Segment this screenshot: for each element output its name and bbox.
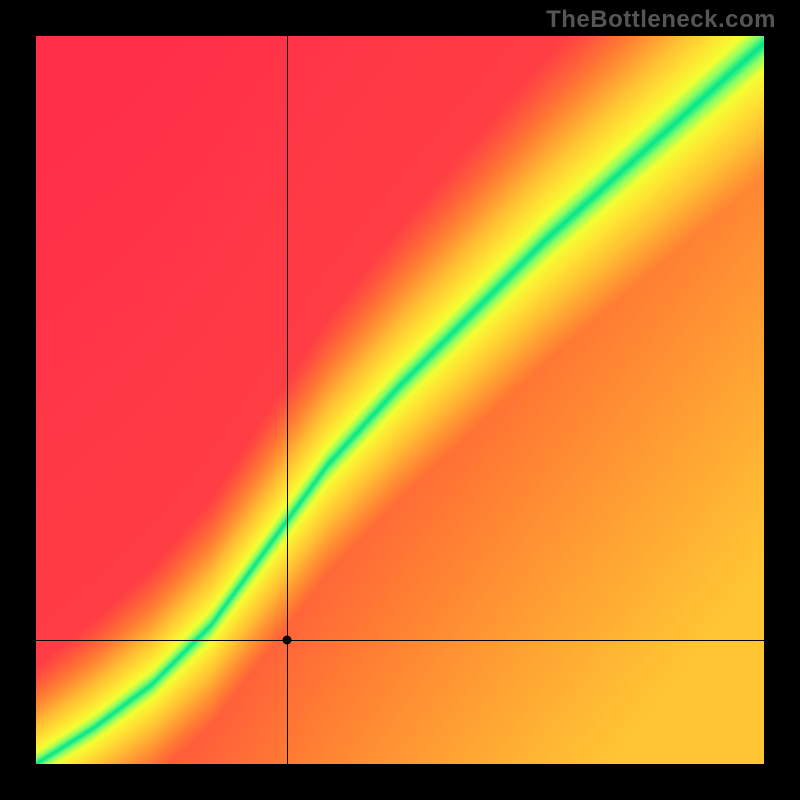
crosshair-horizontal [36, 640, 764, 641]
crosshair-vertical [287, 36, 288, 764]
bottleneck-heatmap [36, 36, 764, 764]
watermark-text: TheBottleneck.com [546, 6, 776, 34]
marker-dot [283, 636, 292, 645]
chart-frame: TheBottleneck.com [0, 0, 800, 800]
